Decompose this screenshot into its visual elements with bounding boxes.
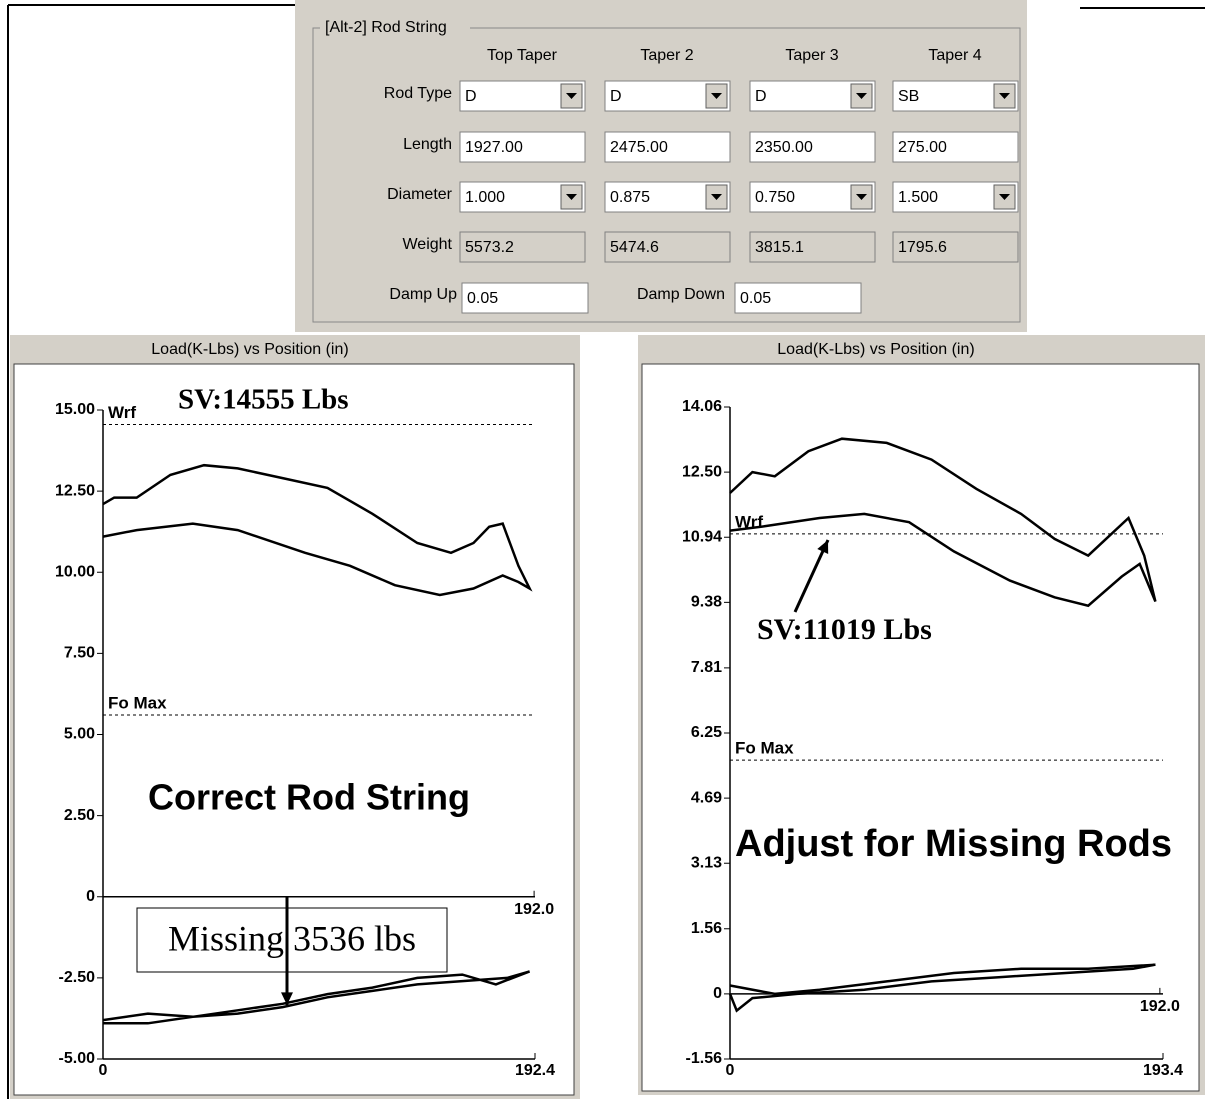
annotation-box: [136, 907, 448, 973]
dropdown-arrow: [856, 194, 867, 200]
damp-label: Damp Up: [389, 286, 457, 303]
row-label: Length: [403, 136, 452, 153]
x-tick-label: 192.4: [515, 1062, 555, 1079]
group-box: [312, 27, 1021, 323]
text-field: [749, 231, 876, 263]
annotation: Adjust for Missing Rods: [735, 823, 1172, 865]
y-tick-label: -1.56: [686, 1050, 723, 1067]
chart-title: Load(K-Lbs) vs Position (in): [777, 341, 974, 358]
dropdown-arrow: [566, 194, 577, 200]
field-value: 1795.6: [898, 239, 947, 256]
text-field: [461, 282, 589, 314]
field-value: 0.875: [610, 189, 650, 206]
column-header: Taper 3: [785, 47, 838, 64]
annotation: SV:14555 Lbs: [178, 384, 349, 416]
y-tick-label: 12.50: [55, 482, 95, 499]
dropdown-arrow: [711, 93, 722, 99]
row-label: Rod Type: [384, 85, 452, 102]
x-tick-label: 193.4: [1143, 1062, 1183, 1079]
rod-string-panel: [295, 0, 1027, 332]
y-tick-label: 3.13: [691, 854, 722, 871]
arrow-shaft: [793, 539, 830, 613]
x-tick-label: 0: [726, 1062, 735, 1079]
field-value: 0.05: [467, 290, 498, 307]
y-tick-label: -2.50: [59, 969, 96, 986]
column-header: Top Taper: [487, 47, 558, 64]
x-tick-label: 0: [99, 1062, 108, 1079]
load-curve: [728, 963, 1156, 1013]
field-value: 1927.00: [465, 139, 523, 156]
column-header: Taper 2: [640, 47, 693, 64]
text-field: [749, 131, 876, 163]
y-tick-label: 7.50: [64, 645, 95, 662]
y-tick-label: 15.00: [55, 401, 95, 418]
field-value: 0.05: [740, 290, 771, 307]
y-tick-label: 7.81: [691, 659, 722, 676]
load-curve: [729, 437, 1157, 608]
text-field: [892, 231, 1019, 263]
y-tick-label: 0: [713, 985, 722, 1002]
field-value: 3815.1: [755, 239, 804, 256]
column-header: Taper 4: [928, 47, 981, 64]
field-value: 1.000: [465, 189, 505, 206]
y-tick-label: 9.38: [691, 594, 722, 611]
y-tick-label: 10.94: [682, 528, 722, 545]
text-field: [459, 231, 586, 263]
text-field: [604, 131, 731, 163]
damp-label: Damp Down: [637, 286, 725, 303]
plot-area: [13, 363, 575, 1096]
arrow-head: [817, 540, 829, 554]
group-title: [Alt-2] Rod String: [325, 19, 447, 36]
text-field: [734, 282, 862, 314]
row-label: Diameter: [387, 186, 453, 203]
text-field: [459, 131, 586, 163]
y-tick-label: 12.50: [682, 463, 722, 480]
y-tick-label: 4.69: [691, 789, 722, 806]
dropdown-arrow: [566, 93, 577, 99]
y-tick-label: 14.06: [682, 398, 722, 415]
field-value: 0.750: [755, 189, 795, 206]
row-label: Weight: [402, 236, 452, 253]
zero-axis-tick-label: 192.0: [514, 901, 554, 918]
annotation: SV:11019 Lbs: [757, 613, 932, 646]
reference-label: Wrf: [108, 403, 136, 422]
field-value: 1.500: [898, 189, 938, 206]
field-value: D: [610, 88, 622, 105]
dropdown-arrow: [856, 93, 867, 99]
dropdown-arrow: [999, 93, 1010, 99]
field-value: SB: [898, 88, 919, 105]
dropdown-arrow: [711, 194, 722, 200]
y-tick-label: 0: [86, 888, 95, 905]
field-value: 275.00: [898, 139, 947, 156]
field-value: 2475.00: [610, 139, 668, 156]
field-value: 2350.00: [755, 139, 813, 156]
group-title-bg: [320, 18, 470, 38]
reference-label: Fo Max: [735, 739, 794, 758]
load-curve: [102, 463, 533, 597]
y-tick-label: 6.25: [691, 724, 722, 741]
field-value: 5573.2: [465, 239, 514, 256]
field-value: 5474.6: [610, 239, 659, 256]
y-tick-label: 5.00: [64, 726, 95, 743]
reference-label: Fo Max: [108, 694, 167, 713]
field-value: D: [755, 88, 767, 105]
text-field: [892, 131, 1019, 163]
text-field: [604, 231, 731, 263]
y-tick-label: 1.56: [691, 920, 722, 937]
annotation: Missing 3536 lbs: [168, 918, 416, 958]
arrow-head: [281, 992, 293, 1005]
chart-title: Load(K-Lbs) vs Position (in): [151, 341, 348, 358]
dropdown-arrow: [999, 194, 1010, 200]
load-curve: [102, 970, 531, 1025]
y-tick-label: 10.00: [55, 563, 95, 580]
y-tick-label: -5.00: [59, 1050, 96, 1067]
y-tick-label: 2.50: [64, 807, 95, 824]
annotation: Correct Rod String: [148, 777, 470, 818]
zero-axis-tick-label: 192.0: [1140, 998, 1180, 1015]
field-value: D: [465, 88, 477, 105]
